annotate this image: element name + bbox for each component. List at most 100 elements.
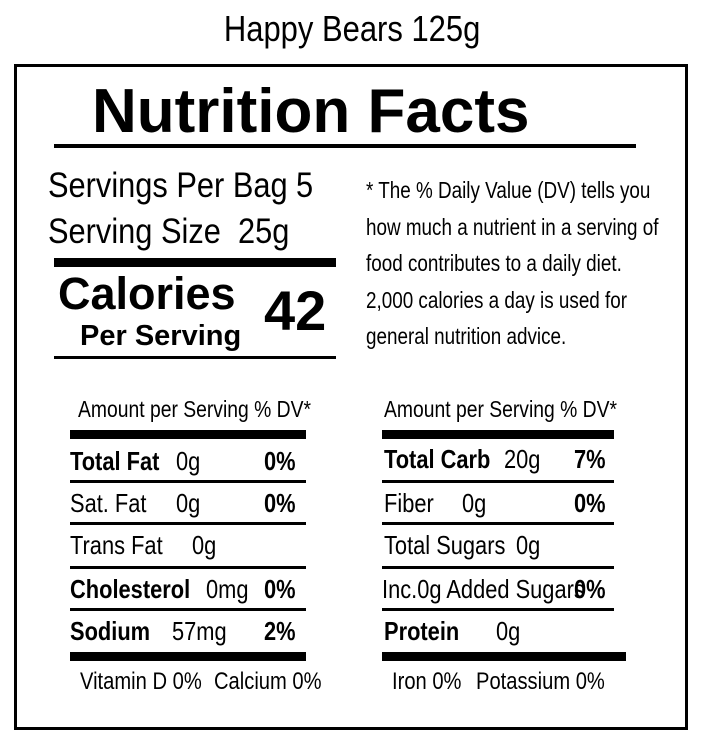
nutrient-dv: 2% bbox=[264, 616, 296, 646]
daily-value-note: * The % Daily Value (DV) tells you how m… bbox=[366, 172, 696, 355]
nutrient-name: Total Sugars bbox=[384, 530, 506, 560]
serving-size: Serving Size bbox=[48, 212, 244, 252]
nutrient-dv: 0% bbox=[264, 574, 296, 604]
row-divider bbox=[382, 566, 614, 569]
footer-vitamin-d: Vitamin D 0% bbox=[80, 668, 225, 696]
nutrition-facts-heading: Nutrition Facts bbox=[92, 77, 530, 146]
dv-note-line: 2,000 calories a day is used for bbox=[366, 286, 628, 313]
left-column-header-text: Amount per Serving % DV* bbox=[78, 396, 312, 422]
calories-value: 42 bbox=[264, 279, 327, 342]
serving-size-label: Serving Size bbox=[48, 212, 221, 251]
nutrient-name: Total Carb bbox=[384, 444, 491, 474]
footer-calcium: Calcium 0% bbox=[214, 668, 342, 696]
servings-per-bag-value-wrap: 5 bbox=[296, 166, 315, 206]
nutrient-name: Inc.0g Added Sugars bbox=[382, 574, 585, 604]
nutrient-dv: 0% bbox=[574, 574, 606, 604]
per-serving-label: Per Serving bbox=[80, 320, 242, 352]
nutrient-amount: 0g bbox=[176, 488, 201, 518]
right-column-bottom-rule bbox=[382, 652, 626, 661]
nutrient-amount: 0g bbox=[176, 446, 201, 476]
nutrient-name: Protein bbox=[384, 616, 460, 646]
product-title: Happy Bears 125g bbox=[0, 8, 705, 50]
nutrition-label-box bbox=[14, 64, 688, 730]
right-column-header-rule bbox=[382, 430, 614, 439]
nutrient-dv-wrap: 0% bbox=[574, 574, 612, 608]
row-divider bbox=[70, 566, 306, 569]
row-divider bbox=[382, 522, 614, 525]
dv-note-line: how much a nutrient in a serving of bbox=[366, 213, 659, 240]
iron-text: Iron 0% bbox=[392, 668, 462, 695]
servings-per-bag-label: Servings Per Bag bbox=[48, 166, 288, 205]
nutrient-name: Sodium bbox=[70, 616, 151, 646]
row-divider bbox=[382, 480, 614, 483]
nutrient-dv-wrap: 0% bbox=[264, 574, 302, 608]
nutrient-name: Trans Fat bbox=[70, 530, 163, 560]
heading-rule bbox=[54, 144, 636, 148]
nutrient-amount-wrap: 0g bbox=[176, 446, 205, 480]
row-divider bbox=[70, 480, 306, 483]
nutrient-amount: 0g bbox=[192, 530, 217, 560]
nutrient-dv-wrap: 7% bbox=[574, 444, 612, 478]
nutrient-dv-wrap: 0% bbox=[264, 446, 302, 480]
nutrient-name: Fiber bbox=[384, 488, 434, 518]
calories-label: Calories bbox=[58, 268, 236, 319]
left-column-bottom-rule bbox=[70, 652, 306, 661]
nutrient-name: Cholesterol bbox=[70, 574, 191, 604]
servings-per-bag-value: 5 bbox=[296, 166, 314, 205]
calories-bottom-rule bbox=[54, 356, 336, 359]
servings-per-bag: Servings Per Bag bbox=[48, 166, 320, 206]
footer-iron: Iron 0% bbox=[392, 668, 475, 696]
nutrient-dv: 0% bbox=[264, 446, 296, 476]
vitamin-d-text: Vitamin D 0% bbox=[80, 668, 202, 695]
nutrient-dv-wrap: 0% bbox=[574, 488, 612, 522]
nutrient-amount-wrap: 0g bbox=[516, 530, 545, 564]
nutrient-amount-wrap: 0g bbox=[462, 488, 491, 522]
dv-note-line: food contributes to a daily diet. bbox=[366, 250, 622, 276]
nutrient-dv: 0% bbox=[264, 488, 296, 518]
nutrient-row: Total Fat bbox=[70, 446, 176, 480]
nutrient-amount: 0mg bbox=[206, 574, 249, 604]
potassium-text: Potassium 0% bbox=[476, 668, 605, 695]
nutrient-amount: 0g bbox=[496, 616, 521, 646]
nutrient-amount-wrap: 0g bbox=[496, 616, 525, 650]
nutrient-row: Inc.0g Added Sugars bbox=[382, 574, 623, 608]
row-divider bbox=[70, 608, 306, 611]
nutrient-name: Total Fat bbox=[70, 446, 160, 476]
nutrient-dv-wrap: 2% bbox=[264, 616, 302, 650]
calcium-text: Calcium 0% bbox=[214, 668, 322, 695]
nutrient-dv: 7% bbox=[574, 444, 606, 474]
nutrient-amount-wrap: 0g bbox=[176, 488, 205, 522]
left-column-header: Amount per Serving % DV* bbox=[78, 396, 355, 423]
right-column-header-text: Amount per Serving % DV* bbox=[384, 396, 618, 422]
nutrient-amount-wrap: 20g bbox=[504, 444, 547, 478]
nutrient-amount: 0g bbox=[462, 488, 487, 518]
row-divider bbox=[382, 608, 614, 611]
nutrient-amount: 0g bbox=[516, 530, 541, 560]
nutrient-name: Sat. Fat bbox=[70, 488, 147, 518]
nutrient-row: Protein bbox=[384, 616, 474, 650]
nutrient-amount-wrap: 0mg bbox=[206, 574, 257, 608]
nutrient-dv-wrap: 0% bbox=[264, 488, 302, 522]
nutrient-row: Fiber bbox=[384, 488, 443, 522]
left-column-header-rule bbox=[70, 430, 306, 439]
row-divider bbox=[70, 522, 306, 525]
nutrient-dv: 0% bbox=[574, 488, 606, 518]
right-column-header: Amount per Serving % DV* bbox=[384, 396, 661, 423]
serving-size-value: 25g bbox=[238, 212, 290, 251]
calories-top-rule bbox=[54, 258, 336, 267]
footer-potassium: Potassium 0% bbox=[476, 668, 629, 696]
nutrient-row: Total Sugars bbox=[384, 530, 529, 564]
nutrient-amount-wrap: 57mg bbox=[172, 616, 237, 650]
dv-note-line: general nutrition advice. bbox=[366, 323, 567, 349]
nutrient-amount: 20g bbox=[504, 444, 541, 474]
nutrient-amount-wrap: 0g bbox=[192, 530, 221, 564]
nutrient-row: Sodium bbox=[70, 616, 165, 650]
nutrient-row: Trans Fat bbox=[70, 530, 180, 564]
dv-note-line: * The % Daily Value (DV) tells you bbox=[366, 177, 651, 203]
serving-size-value-wrap: 25g bbox=[238, 212, 296, 252]
nutrient-amount: 57mg bbox=[172, 616, 227, 646]
nutrient-row: Sat. Fat bbox=[70, 488, 161, 522]
nutrient-row: Total Carb bbox=[384, 444, 511, 478]
nutrient-row: Cholesterol bbox=[70, 574, 213, 608]
product-title-text: Happy Bears 125g bbox=[224, 8, 481, 49]
